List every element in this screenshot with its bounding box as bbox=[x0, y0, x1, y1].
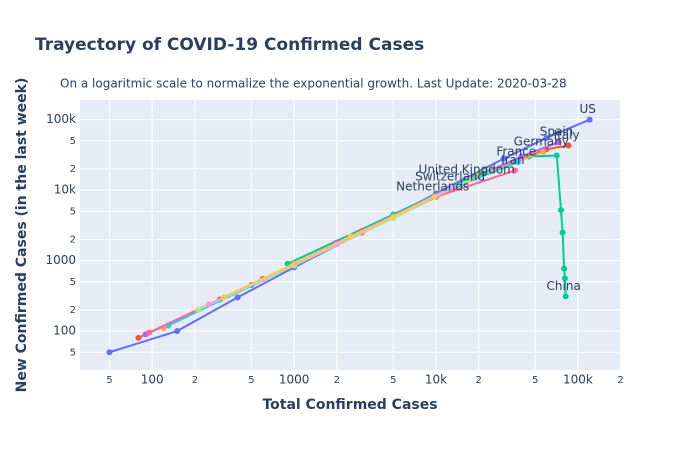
data-point bbox=[465, 176, 472, 183]
data-point bbox=[586, 116, 593, 123]
series-label: Netherlands bbox=[396, 179, 469, 193]
y-tick-label: 2 bbox=[70, 305, 76, 316]
data-point bbox=[174, 328, 181, 335]
data-point bbox=[565, 142, 572, 149]
x-tick-label: 2 bbox=[334, 375, 340, 386]
y-tick-label: 2 bbox=[70, 164, 76, 175]
data-point bbox=[205, 301, 212, 308]
series-label: France bbox=[496, 145, 536, 159]
y-tick-label: 1000 bbox=[45, 253, 76, 267]
y-axis-title: New Confirmed Cases (in the last week) bbox=[14, 78, 30, 393]
data-point bbox=[557, 207, 564, 214]
y-tick-label: 2 bbox=[70, 234, 76, 245]
x-tick-label: 1000 bbox=[279, 373, 310, 387]
data-point bbox=[511, 167, 518, 174]
data-point bbox=[562, 293, 569, 300]
series-label: Switzerland bbox=[415, 170, 485, 184]
y-tick-label: 5 bbox=[70, 206, 76, 217]
data-point bbox=[234, 294, 241, 301]
y-tick-label: 5 bbox=[70, 277, 76, 288]
y-tick-label: 5 bbox=[70, 136, 76, 147]
x-tick-label: 100k bbox=[563, 373, 593, 387]
data-point bbox=[431, 193, 438, 200]
series-label: Iran bbox=[501, 153, 524, 167]
data-point bbox=[500, 155, 507, 162]
data-point bbox=[146, 329, 153, 336]
data-point bbox=[553, 152, 560, 159]
x-tick-label: 5 bbox=[390, 375, 396, 386]
data-point bbox=[561, 275, 568, 282]
y-tick-label: 100k bbox=[46, 112, 76, 126]
chart-title: Trayectory of COVID-19 Confirmed Cases bbox=[35, 35, 424, 55]
data-point bbox=[220, 294, 227, 301]
series-label: United Kingdom bbox=[419, 162, 515, 176]
y-tick-label: 5 bbox=[70, 347, 76, 358]
series-label: US bbox=[579, 102, 595, 116]
x-axis-title: Total Confirmed Cases bbox=[262, 397, 437, 413]
chart-subtitle: On a logaritmic scale to normalize the e… bbox=[60, 77, 567, 91]
x-tick-label: 100 bbox=[141, 373, 164, 387]
series-label: Germany bbox=[514, 134, 569, 148]
grid bbox=[80, 100, 622, 370]
x-tick-label: 2 bbox=[617, 375, 623, 386]
marks bbox=[106, 116, 593, 356]
data-point bbox=[515, 159, 522, 166]
data-point bbox=[540, 148, 547, 155]
x-tick-label: 10k bbox=[425, 373, 447, 387]
x-tick-label: 5 bbox=[532, 375, 538, 386]
y-tick-label: 10k bbox=[54, 183, 76, 197]
x-tick-label: 2 bbox=[476, 375, 482, 386]
data-point bbox=[106, 349, 113, 356]
data-point bbox=[194, 306, 201, 313]
data-point bbox=[449, 184, 456, 191]
y-tick-label: 100 bbox=[53, 324, 76, 338]
data-point bbox=[555, 139, 562, 146]
series-label: China bbox=[547, 279, 581, 293]
data-point bbox=[561, 265, 568, 272]
data-point bbox=[347, 233, 354, 240]
series-label: Spain bbox=[540, 125, 574, 139]
x-tick-label: 5 bbox=[248, 375, 254, 386]
x-tick-label: 2 bbox=[192, 375, 198, 386]
data-point bbox=[559, 229, 566, 236]
data-point bbox=[518, 153, 525, 160]
series-label: Italy bbox=[554, 128, 580, 142]
data-point bbox=[135, 334, 142, 341]
data-point bbox=[543, 134, 550, 141]
x-tick-label: 5 bbox=[106, 375, 112, 386]
